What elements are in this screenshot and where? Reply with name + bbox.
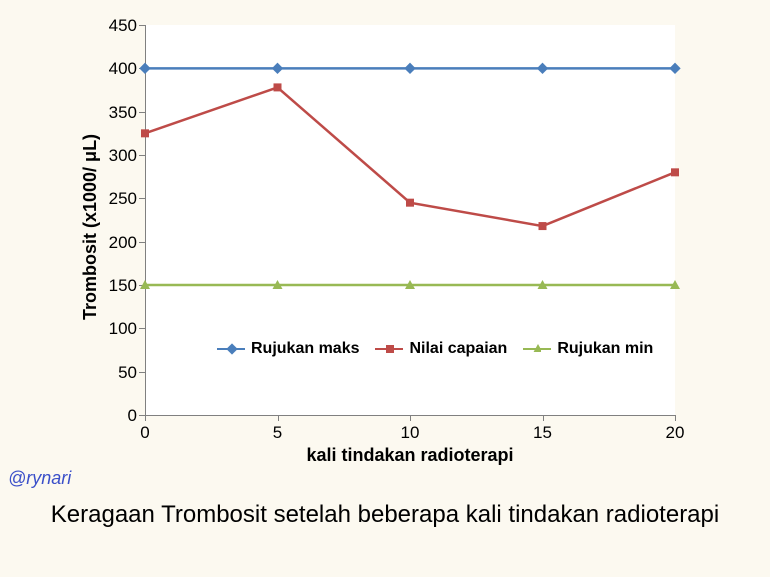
x-tick-label: 15 — [528, 423, 558, 443]
x-tick — [145, 415, 146, 421]
x-tick — [278, 415, 279, 421]
x-tick-label: 5 — [263, 423, 293, 443]
y-tick-label: 350 — [97, 103, 137, 123]
legend-swatch-nilai-capaian — [375, 348, 403, 350]
legend-label: Rujukan maks — [251, 340, 359, 358]
x-axis-title: kali tindakan radioterapi — [145, 445, 675, 466]
y-tick-label: 450 — [97, 16, 137, 36]
y-tick-label: 100 — [97, 319, 137, 339]
x-tick — [543, 415, 544, 421]
y-tick-label: 200 — [97, 233, 137, 253]
x-tick — [410, 415, 411, 421]
chart-wrap: Trombosit (x1000/ μL) 0 50 100 150 200 2… — [60, 10, 710, 470]
x-tick-label: 20 — [660, 423, 690, 443]
x-tick-label: 0 — [130, 423, 160, 443]
y-tick-label: 250 — [97, 189, 137, 209]
legend: Rujukan maks Nilai capaian Rujukan min — [217, 340, 653, 358]
x-tick-label: 10 — [395, 423, 425, 443]
legend-swatch-rujukan-maks — [217, 348, 245, 350]
legend-label: Nilai capaian — [409, 340, 507, 358]
caption: Keragaan Trombosit setelah beberapa kali… — [5, 500, 765, 530]
plot-area: 0 50 100 150 200 250 300 350 400 450 0 5 — [145, 25, 675, 415]
y-tick-label: 150 — [97, 276, 137, 296]
legend-swatch-rujukan-min — [523, 348, 551, 350]
chart-container: Trombosit (x1000/ μL) 0 50 100 150 200 2… — [0, 0, 770, 577]
y-tick-label: 400 — [97, 59, 137, 79]
legend-label: Rujukan min — [557, 340, 653, 358]
watermark: @rynari — [8, 468, 71, 489]
y-tick-label: 300 — [97, 146, 137, 166]
x-tick — [675, 415, 676, 421]
series-markers-nilai-capaian — [141, 83, 679, 230]
y-tick-label: 50 — [97, 363, 137, 383]
